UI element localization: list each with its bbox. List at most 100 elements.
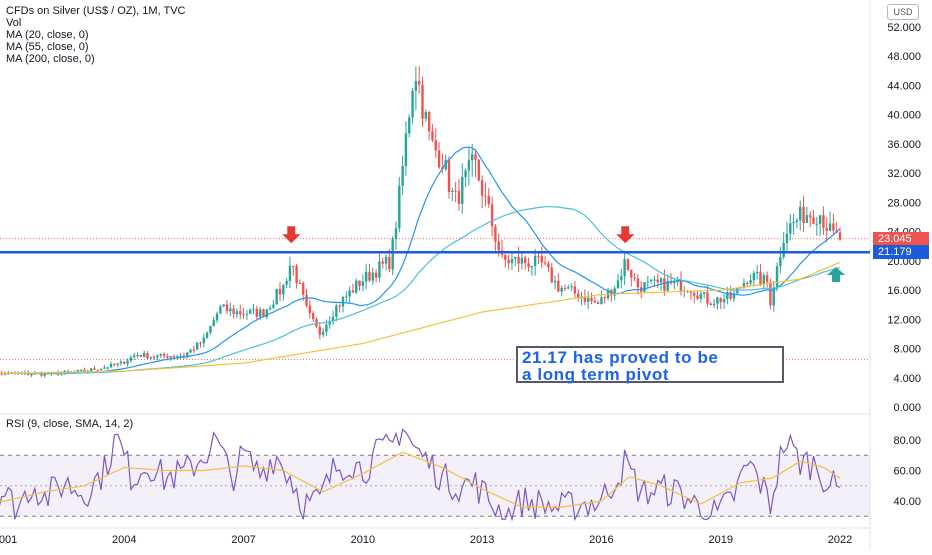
candle-body	[166, 355, 169, 358]
currency-button[interactable]: USD	[887, 4, 919, 20]
candle-body	[653, 279, 656, 281]
candle-body	[186, 352, 189, 357]
candle-body	[411, 90, 414, 118]
candle-body	[563, 288, 567, 290]
candle-body	[321, 331, 325, 335]
candle-body	[195, 342, 199, 350]
candle-body	[318, 326, 321, 335]
arrow-down-icon	[616, 226, 635, 244]
annotation-line-2: a long term pivot	[522, 365, 670, 384]
candle-body	[338, 305, 341, 307]
candle-body	[156, 355, 159, 358]
candle-body	[716, 297, 719, 304]
pivot-annotation[interactable]: 21.17 has proved to be a long term pivot	[516, 346, 784, 383]
candle-body	[461, 177, 464, 204]
candle-body	[480, 180, 484, 196]
candle-body	[726, 292, 729, 300]
candle-body	[172, 356, 176, 358]
price-tick-label: 36.000	[887, 139, 921, 151]
candle-body	[656, 279, 659, 283]
candle-body	[328, 321, 331, 325]
candle-body	[113, 363, 116, 365]
candle-body	[252, 308, 255, 310]
price-tick-label: 16.000	[887, 285, 921, 297]
candle-body	[295, 265, 298, 284]
candle-body	[586, 297, 590, 302]
candle-body	[384, 257, 388, 264]
time-tick-label: 2016	[589, 534, 613, 546]
candle-body	[805, 215, 809, 223]
candle-body	[139, 355, 143, 357]
candle-body	[149, 357, 152, 359]
time-tick-label: 2001	[0, 534, 17, 546]
candle-body	[248, 309, 252, 314]
candle-body	[646, 281, 650, 283]
time-tick-label: 2022	[828, 534, 852, 546]
candle-body	[779, 257, 782, 267]
candle-body	[792, 221, 795, 224]
candle-body	[89, 368, 93, 372]
candle-body	[106, 367, 109, 369]
last-price-tag: 23.045	[873, 231, 929, 246]
candle-body	[437, 150, 441, 168]
candle-body	[663, 278, 666, 291]
candle-body	[361, 281, 365, 286]
candle-body	[368, 271, 371, 281]
candle-body	[83, 369, 86, 372]
candle-body	[99, 368, 103, 370]
candle-body	[335, 305, 338, 317]
candle-body	[527, 263, 530, 268]
candle-body	[765, 275, 769, 283]
candle-body	[828, 223, 832, 231]
candle-body	[467, 160, 471, 171]
candle-body	[285, 280, 288, 285]
candle-body	[838, 232, 842, 240]
candle-body	[142, 353, 146, 357]
candle-body	[702, 292, 706, 294]
candle-body	[759, 271, 762, 285]
rsi-tick-label: 40.00	[893, 496, 921, 508]
candle-body	[371, 272, 374, 281]
candle-body	[706, 292, 709, 304]
time-tick-label: 2007	[231, 534, 255, 546]
candle-body	[311, 313, 315, 320]
candle-body	[752, 273, 756, 281]
candle-body	[444, 159, 447, 170]
candle-body	[434, 140, 437, 151]
candle-body	[484, 195, 487, 197]
annotation-line-1: 21.17 has proved to be	[522, 348, 719, 367]
pivot-level-tag: 21.179	[873, 245, 929, 260]
candle-body	[570, 286, 573, 288]
legend-ma55: MA (55, close, 0)	[6, 41, 89, 53]
candle-body	[693, 293, 696, 296]
candle-body	[593, 301, 597, 303]
candle-body	[225, 304, 229, 312]
candle-body	[739, 287, 742, 289]
candle-body	[146, 353, 149, 359]
candle-body	[80, 369, 83, 371]
candle-body	[66, 371, 70, 373]
arrow-down-icon	[282, 226, 301, 244]
candle-body	[659, 278, 663, 283]
price-tick-label: 8.000	[893, 344, 921, 356]
candle-body	[477, 159, 481, 181]
candle-body	[749, 280, 752, 284]
arrow-up-icon	[827, 267, 846, 282]
candle-body	[494, 226, 497, 242]
price-tick-label: 44.000	[887, 80, 921, 92]
candle-body	[255, 308, 259, 317]
candle-body	[199, 342, 202, 344]
candle-body	[355, 280, 358, 293]
candle-body	[192, 349, 196, 351]
candle-body	[742, 283, 746, 288]
legend-title: CFDs on Silver (US$ / OZ), 1M, TVC	[6, 5, 186, 17]
candle-body	[547, 263, 550, 268]
candle-body	[487, 195, 490, 205]
candle-body	[348, 290, 351, 297]
candle-body	[812, 217, 815, 224]
candle-body	[126, 360, 129, 364]
candle-body	[341, 296, 345, 307]
candle-body	[799, 206, 802, 221]
